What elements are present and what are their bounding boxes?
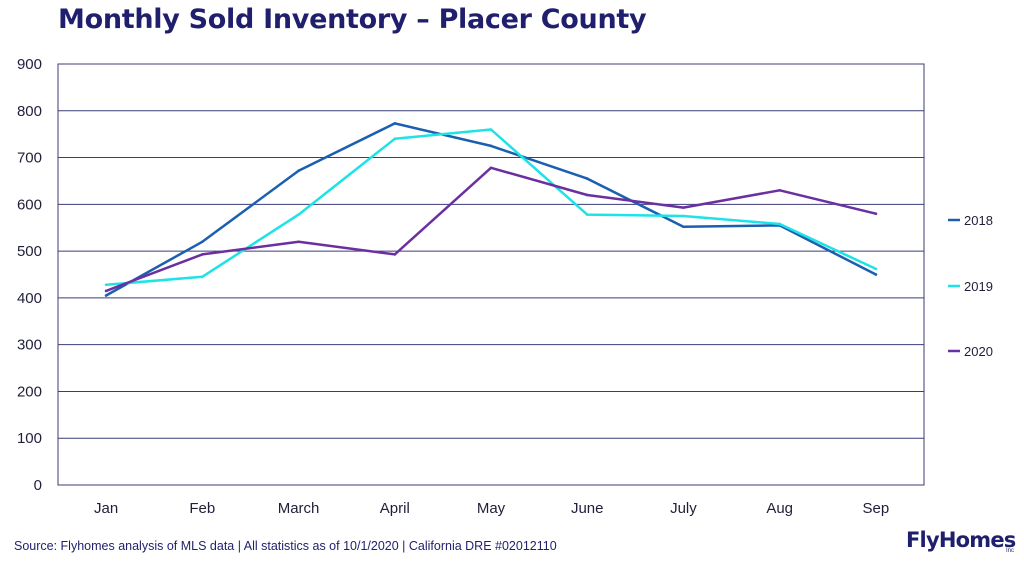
data-point-2019 [393, 137, 397, 141]
data-point-2019 [104, 283, 108, 287]
data-point-2018 [682, 225, 685, 229]
y-tick-label: 200 [17, 383, 42, 400]
data-point-2020 [297, 240, 300, 244]
x-tick-label: Jan [94, 500, 118, 517]
series-lines [104, 122, 878, 297]
data-point-2018 [489, 144, 493, 148]
data-point-2019 [585, 213, 589, 216]
y-tick-label: 800 [17, 103, 42, 120]
data-point-2020 [104, 289, 108, 293]
x-tick-label: April [380, 500, 410, 517]
y-tick-label: 900 [17, 56, 42, 73]
x-tick-label: Sep [863, 500, 890, 517]
x-tick-label: Aug [766, 500, 793, 517]
data-point-2018 [874, 273, 878, 276]
data-point-2020 [393, 253, 397, 256]
legend-label-2020: 2020 [964, 344, 993, 359]
y-tick-label: 400 [17, 290, 42, 307]
data-point-2018 [393, 122, 397, 125]
data-point-2018 [585, 177, 589, 180]
x-tick-label: June [571, 500, 604, 517]
brand-logo-sub: Inc [1006, 548, 1015, 554]
gridlines [57, 63, 925, 486]
y-tick-label: 300 [17, 337, 42, 354]
legend-label-2019: 2019 [964, 279, 993, 294]
data-point-2018 [201, 240, 204, 244]
data-point-2019 [201, 275, 204, 279]
data-point-2018 [297, 169, 300, 172]
y-tick-label: 700 [17, 150, 42, 167]
y-tick-label: 100 [17, 430, 42, 447]
data-point-2019 [489, 128, 493, 131]
legend: 2018 2019 2020 [948, 213, 993, 359]
brand-logo: FlyHomes [906, 528, 1016, 552]
series-line-2020 [104, 166, 878, 293]
series-line-2018 [104, 122, 878, 297]
source-note: Source: Flyhomes analysis of MLS data | … [14, 539, 557, 553]
x-tick-label: Feb [189, 500, 215, 517]
data-point-2019 [297, 213, 300, 216]
x-tick-label: May [477, 500, 506, 517]
data-point-2020 [778, 189, 781, 192]
data-point-2019 [778, 222, 781, 226]
data-point-2020 [585, 193, 589, 197]
plot-border [57, 63, 925, 486]
chart-title: Monthly Sold Inventory – Placer County [58, 4, 647, 35]
y-tick-label: 600 [17, 196, 42, 213]
data-point-2020 [489, 166, 493, 170]
y-tick-label: 500 [17, 243, 42, 260]
data-point-2019 [874, 267, 878, 271]
data-point-2020 [682, 206, 685, 209]
data-point-2018 [104, 294, 108, 297]
x-axis-ticks: Jan Feb March April May June July Aug Sep [94, 500, 889, 517]
data-point-2019 [682, 214, 685, 218]
y-tick-label: 0 [34, 477, 42, 494]
x-tick-label: July [670, 500, 697, 517]
legend-label-2018: 2018 [964, 213, 993, 228]
series-line-2019 [104, 128, 878, 287]
x-tick-label: March [278, 500, 320, 517]
y-axis-ticks: 0 100 200 300 400 500 600 700 800 900 [17, 56, 42, 494]
data-point-2020 [874, 212, 878, 215]
data-point-2020 [201, 253, 204, 256]
